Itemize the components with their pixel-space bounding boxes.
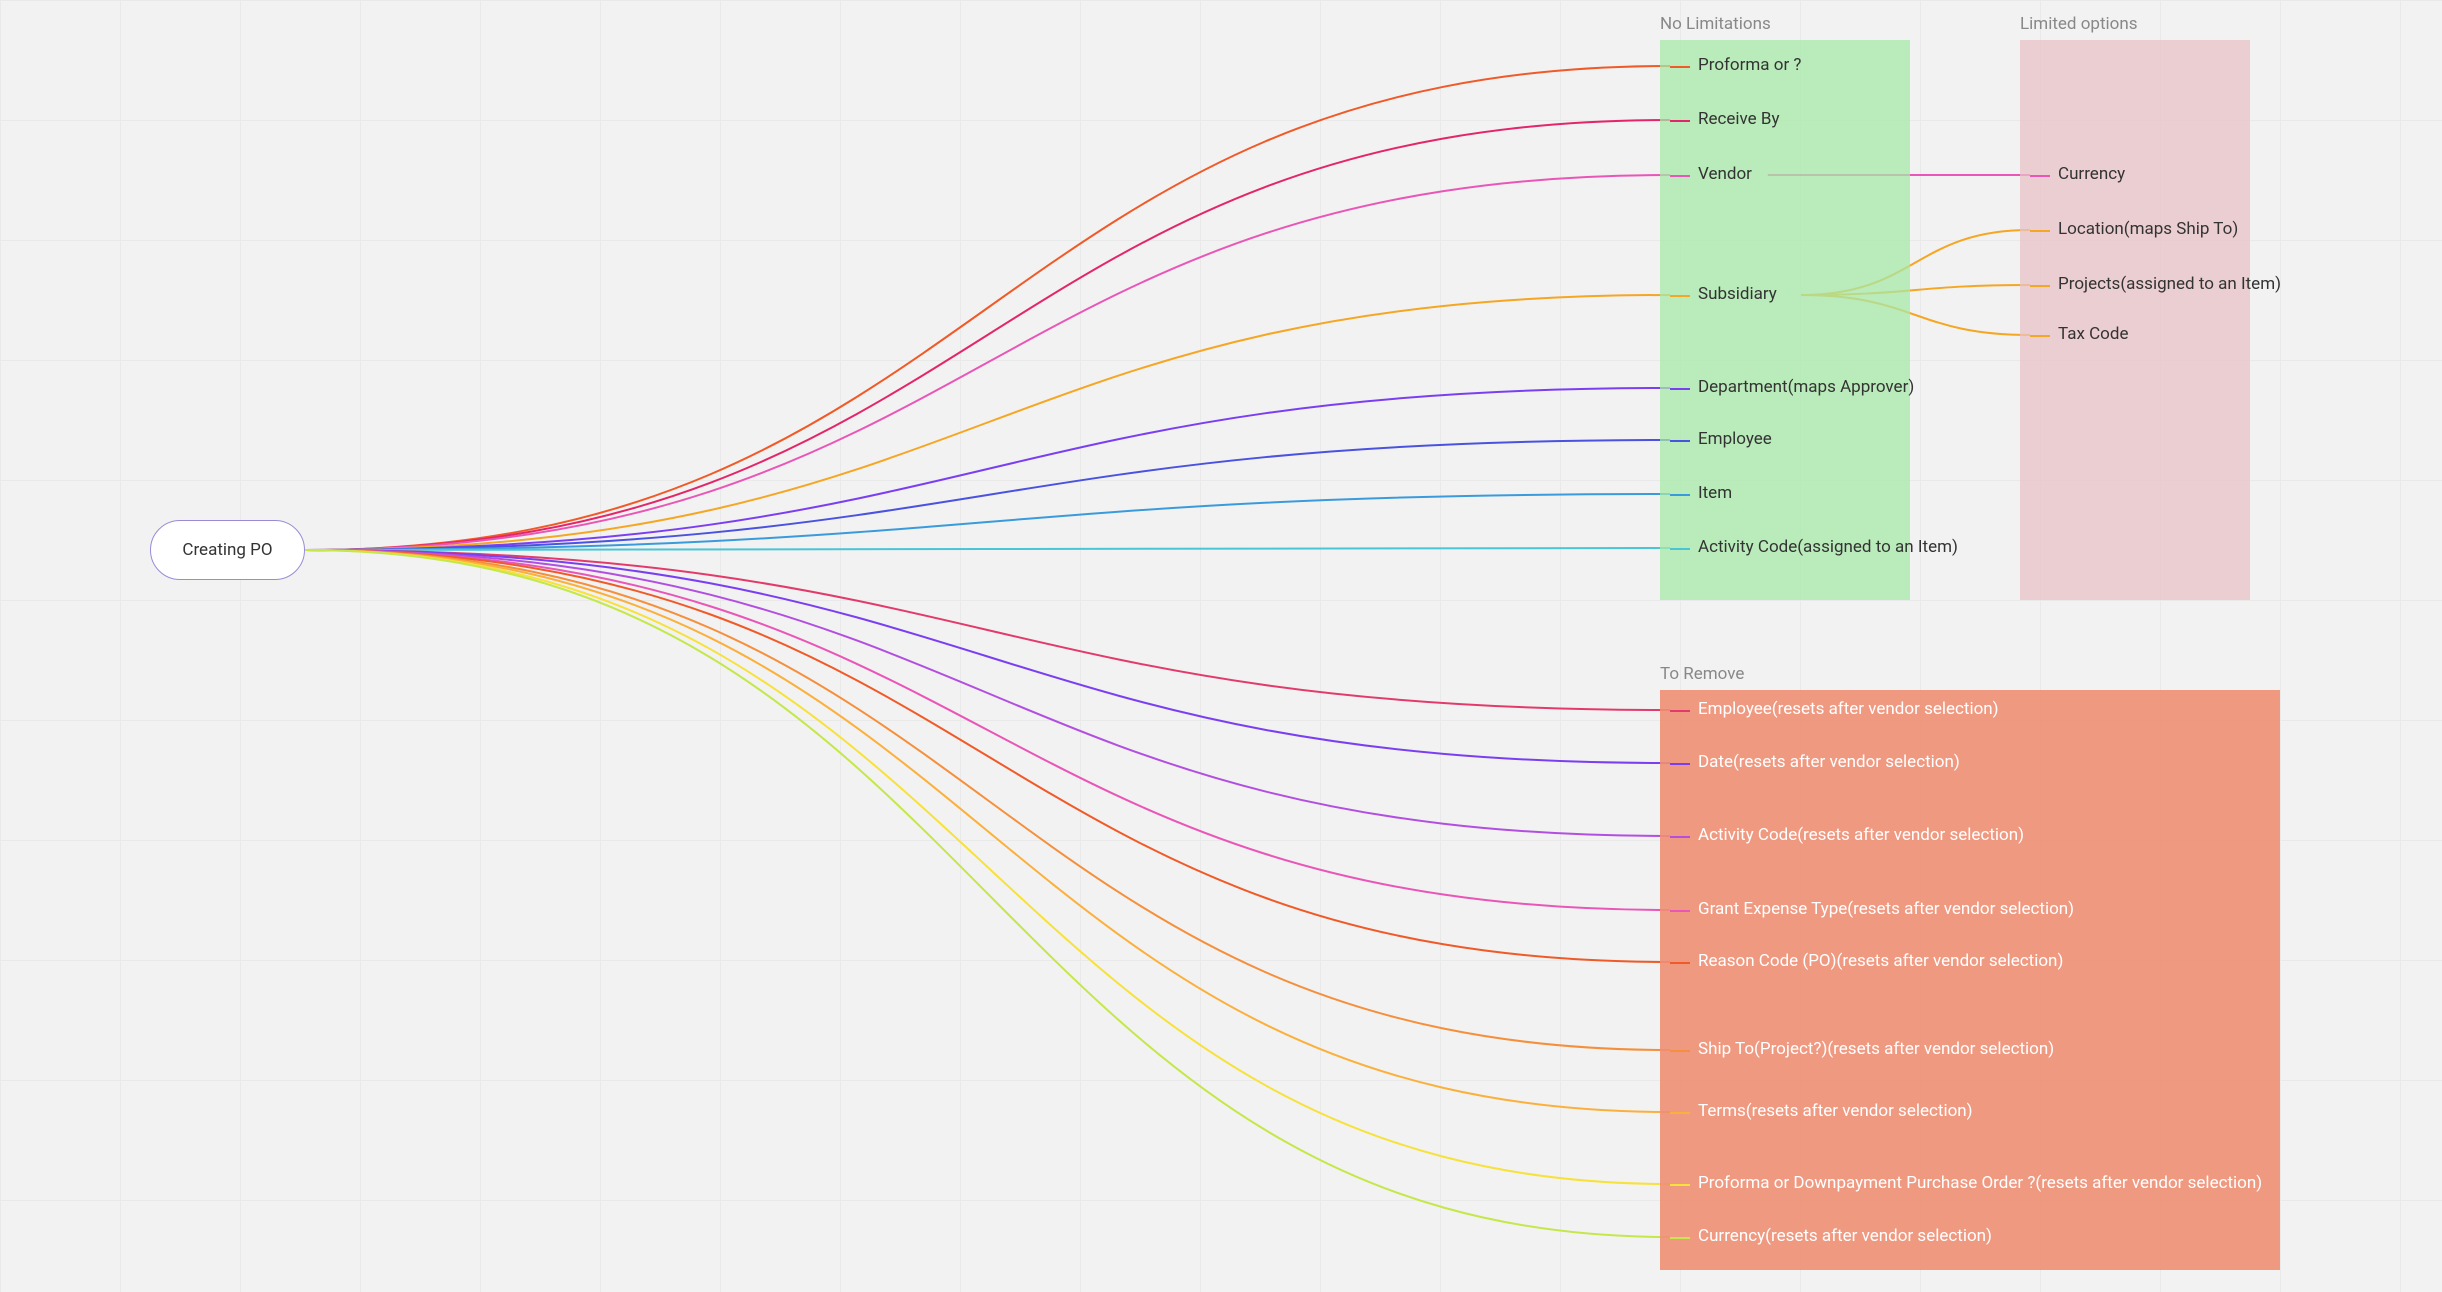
node-dash-item [1670, 494, 1690, 496]
root-node-label: Creating PO [182, 540, 272, 560]
node-dash-projects [2030, 285, 2050, 287]
node-dash-department [1670, 388, 1690, 390]
node-r-activity[interactable]: Activity Code(resets after vendor select… [1698, 827, 2024, 844]
node-currency[interactable]: Currency [2058, 166, 2125, 183]
node-r-employee[interactable]: Employee(resets after vendor selection) [1698, 701, 1999, 718]
edge [305, 120, 1670, 550]
node-location[interactable]: Location(maps Ship To) [2058, 221, 2238, 238]
node-item[interactable]: Item [1698, 485, 1732, 502]
region-label-no-limitations: No Limitations [1660, 14, 1771, 34]
edge [305, 550, 1670, 1237]
node-r-currency[interactable]: Currency(resets after vendor selection) [1698, 1228, 1992, 1245]
node-r-terms[interactable]: Terms(resets after vendor selection) [1698, 1103, 1973, 1120]
edge [305, 440, 1670, 550]
edge [305, 550, 1670, 710]
node-dash-receiveby [1670, 120, 1690, 122]
node-dash-currency [2030, 175, 2050, 177]
node-dash-employee [1670, 440, 1690, 442]
node-r-reason[interactable]: Reason Code (PO)(resets after vendor sel… [1698, 953, 2063, 970]
node-dash-r-reason [1670, 962, 1690, 964]
node-dash-vendor [1670, 175, 1690, 177]
node-r-shipto[interactable]: Ship To(Project?)(resets after vendor se… [1698, 1041, 2054, 1058]
node-dash-r-date [1670, 763, 1690, 765]
edge [305, 550, 1670, 1050]
node-r-grant[interactable]: Grant Expense Type(resets after vendor s… [1698, 901, 2074, 918]
node-dash-r-activity [1670, 836, 1690, 838]
node-r-proforma[interactable]: Proforma or Downpayment Purchase Order ?… [1698, 1175, 2262, 1192]
node-proforma[interactable]: Proforma or ? [1698, 57, 1801, 74]
edge [305, 175, 1670, 550]
node-dash-activity [1670, 548, 1690, 550]
edge [305, 494, 1670, 550]
node-projects[interactable]: Projects(assigned to an Item) [2058, 276, 2281, 293]
node-dash-r-employee [1670, 710, 1690, 712]
edge [305, 388, 1670, 550]
node-dash-r-shipto [1670, 1050, 1690, 1052]
node-dash-r-terms [1670, 1112, 1690, 1114]
node-r-date[interactable]: Date(resets after vendor selection) [1698, 754, 1960, 771]
edge [305, 550, 1670, 763]
edge [305, 550, 1670, 836]
node-dash-r-currency [1670, 1237, 1690, 1239]
edge [305, 550, 1670, 910]
node-activity[interactable]: Activity Code(assigned to an Item) [1698, 539, 1958, 556]
region-limited-options [2020, 40, 2250, 600]
edge [305, 550, 1670, 1112]
edge [305, 550, 1670, 962]
node-department[interactable]: Department(maps Approver) [1698, 379, 1914, 396]
node-dash-r-proforma [1670, 1184, 1690, 1186]
node-dash-subsidiary [1670, 295, 1690, 297]
node-dash-proforma [1670, 66, 1690, 68]
node-dash-taxcode [2030, 335, 2050, 337]
node-subsidiary[interactable]: Subsidiary [1698, 286, 1777, 303]
node-taxcode[interactable]: Tax Code [2058, 326, 2128, 343]
edge [305, 66, 1670, 550]
node-dash-location [2030, 230, 2050, 232]
node-receiveby[interactable]: Receive By [1698, 111, 1780, 128]
node-dash-r-grant [1670, 910, 1690, 912]
edge [305, 548, 1670, 550]
node-vendor[interactable]: Vendor [1698, 166, 1752, 183]
diagram-canvas[interactable]: No Limitations Limited options To Remove Cr… [0, 0, 2442, 1292]
root-node[interactable]: Creating PO [150, 520, 305, 580]
region-label-limited-options: Limited options [2020, 14, 2138, 34]
edge [305, 550, 1670, 1184]
region-label-to-remove: To Remove [1660, 664, 1744, 684]
edge [305, 295, 1670, 550]
node-employee[interactable]: Employee [1698, 431, 1772, 448]
